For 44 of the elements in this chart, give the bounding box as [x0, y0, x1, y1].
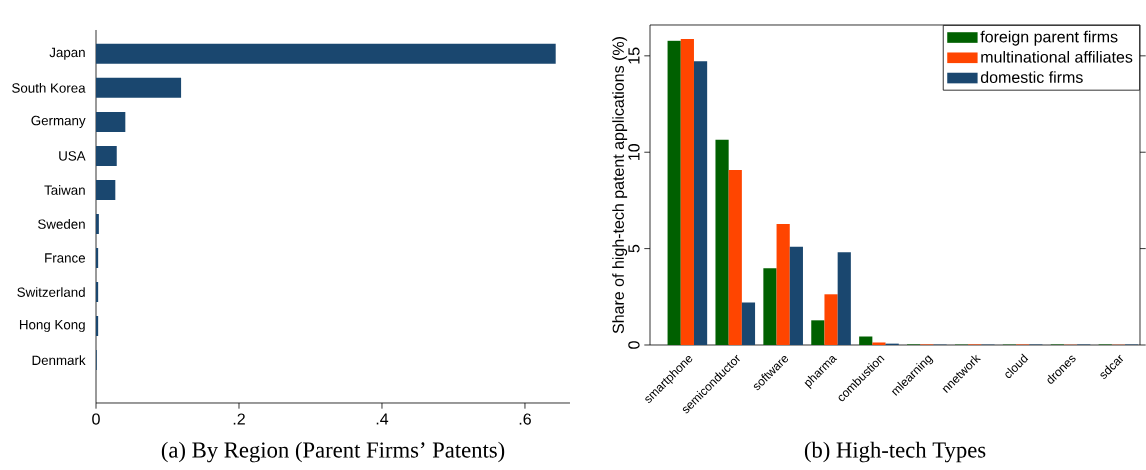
bar	[872, 342, 886, 345]
y-tick-label: South Korea	[12, 82, 86, 93]
bar	[837, 252, 851, 345]
y-tick-label: France	[45, 253, 86, 263]
bar	[96, 111, 126, 132]
y-tick-label: Denmark	[32, 355, 86, 365]
x-tick-label: .2	[233, 413, 245, 425]
bar	[859, 336, 873, 345]
y-tick-label: 5	[628, 244, 640, 253]
legend-label: domestic firms	[980, 71, 1083, 83]
text: (a) By Region (Parent Firms’ Patents)	[161, 441, 505, 463]
bar	[96, 145, 117, 166]
bar	[741, 302, 756, 345]
y-tick-label: USA	[59, 151, 86, 161]
y-tick-label: 15	[628, 47, 640, 64]
bar	[715, 139, 729, 345]
bar	[811, 320, 825, 345]
y-tick-label: Hong Kong	[19, 320, 85, 333]
bar	[789, 246, 803, 345]
bar	[96, 43, 556, 64]
y-tick-label: Germany	[31, 115, 86, 128]
y-tick-label: Sweden	[38, 219, 85, 229]
y-tick-label: 10	[628, 143, 640, 160]
text: (b) High-tech Types	[804, 441, 986, 463]
bar	[680, 39, 694, 345]
bar	[728, 169, 742, 345]
bar	[693, 61, 708, 345]
bar	[776, 224, 790, 345]
bar	[824, 294, 838, 345]
legend-label: foreign parent firms	[980, 30, 1118, 46]
x-tick-label: .4	[376, 413, 389, 425]
bar	[96, 282, 99, 303]
x-tick-label: .6	[519, 413, 531, 425]
bar	[96, 77, 182, 98]
y-tick-label: Taiwan	[44, 185, 85, 195]
y-tick-label: Japan	[49, 47, 85, 60]
bar	[96, 179, 116, 200]
legend-label: multinational affiliates	[981, 51, 1133, 63]
y-tick-label: Switzerland	[17, 287, 85, 297]
x-tick-label: 0	[92, 413, 100, 425]
y-axis-title: Share of high-tech patent applications (%)	[612, 37, 628, 334]
y-tick-label: 0	[628, 341, 640, 349]
bar	[763, 268, 777, 345]
bar	[667, 40, 681, 345]
